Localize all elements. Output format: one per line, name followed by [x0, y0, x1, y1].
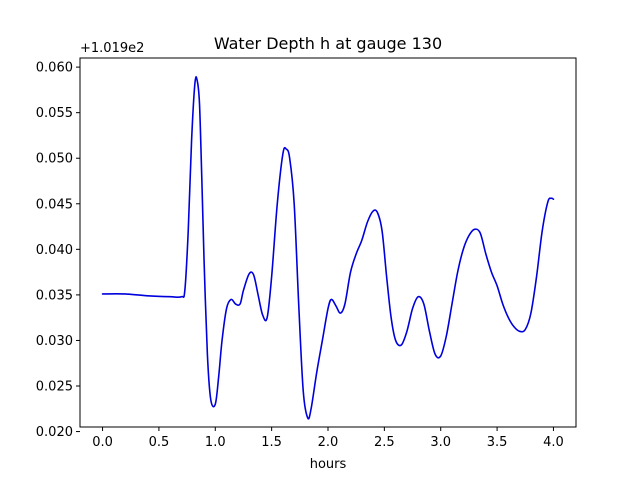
y-tick-label: 0.035: [36, 288, 73, 303]
y-tick-label: 0.060: [36, 61, 73, 76]
series-layer: [101, 75, 555, 420]
x-tick-label: 2.0: [318, 435, 339, 450]
x-tick-label: 1.5: [261, 435, 282, 450]
y-tick-label: 0.055: [36, 106, 73, 121]
x-axis-ticks: 0.0 0.5 1.0 1.5 2.0 2.5 3.0 3.5 4.0: [92, 427, 564, 450]
y-offset-label: +1.019e2: [80, 41, 144, 56]
plot-frame: [79, 57, 577, 428]
x-tick-label: 3.0: [430, 435, 451, 450]
x-tick-label: 2.5: [374, 435, 395, 450]
chart-title: Water Depth h at gauge 130: [214, 34, 442, 53]
x-tick-label: 0.0: [92, 435, 113, 450]
y-tick-label: 0.030: [36, 334, 73, 349]
y-tick-label: 0.040: [36, 243, 73, 258]
x-tick-label: 0.5: [149, 435, 170, 450]
y-axis-ticks: 0.020 0.025 0.030 0.035 0.040 0.045 0.050 0.055…: [36, 61, 80, 440]
y-tick-label: 0.045: [36, 197, 73, 212]
y-tick-label: 0.020: [36, 425, 73, 440]
x-tick-label: 1.0: [205, 435, 226, 450]
x-tick-label: 4.0: [543, 435, 564, 450]
y-tick-label: 0.025: [36, 380, 73, 395]
x-tick-label: 3.5: [487, 435, 508, 450]
series-line-0: [101, 75, 555, 420]
y-tick-label: 0.050: [36, 152, 73, 167]
x-axis-label: hours: [310, 457, 347, 472]
